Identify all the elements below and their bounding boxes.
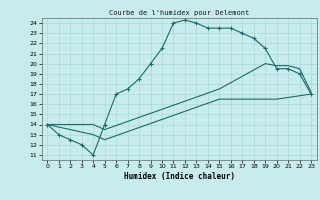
X-axis label: Humidex (Indice chaleur): Humidex (Indice chaleur) bbox=[124, 172, 235, 181]
Title: Courbe de l'humidex pour Delemont: Courbe de l'humidex pour Delemont bbox=[109, 10, 249, 16]
